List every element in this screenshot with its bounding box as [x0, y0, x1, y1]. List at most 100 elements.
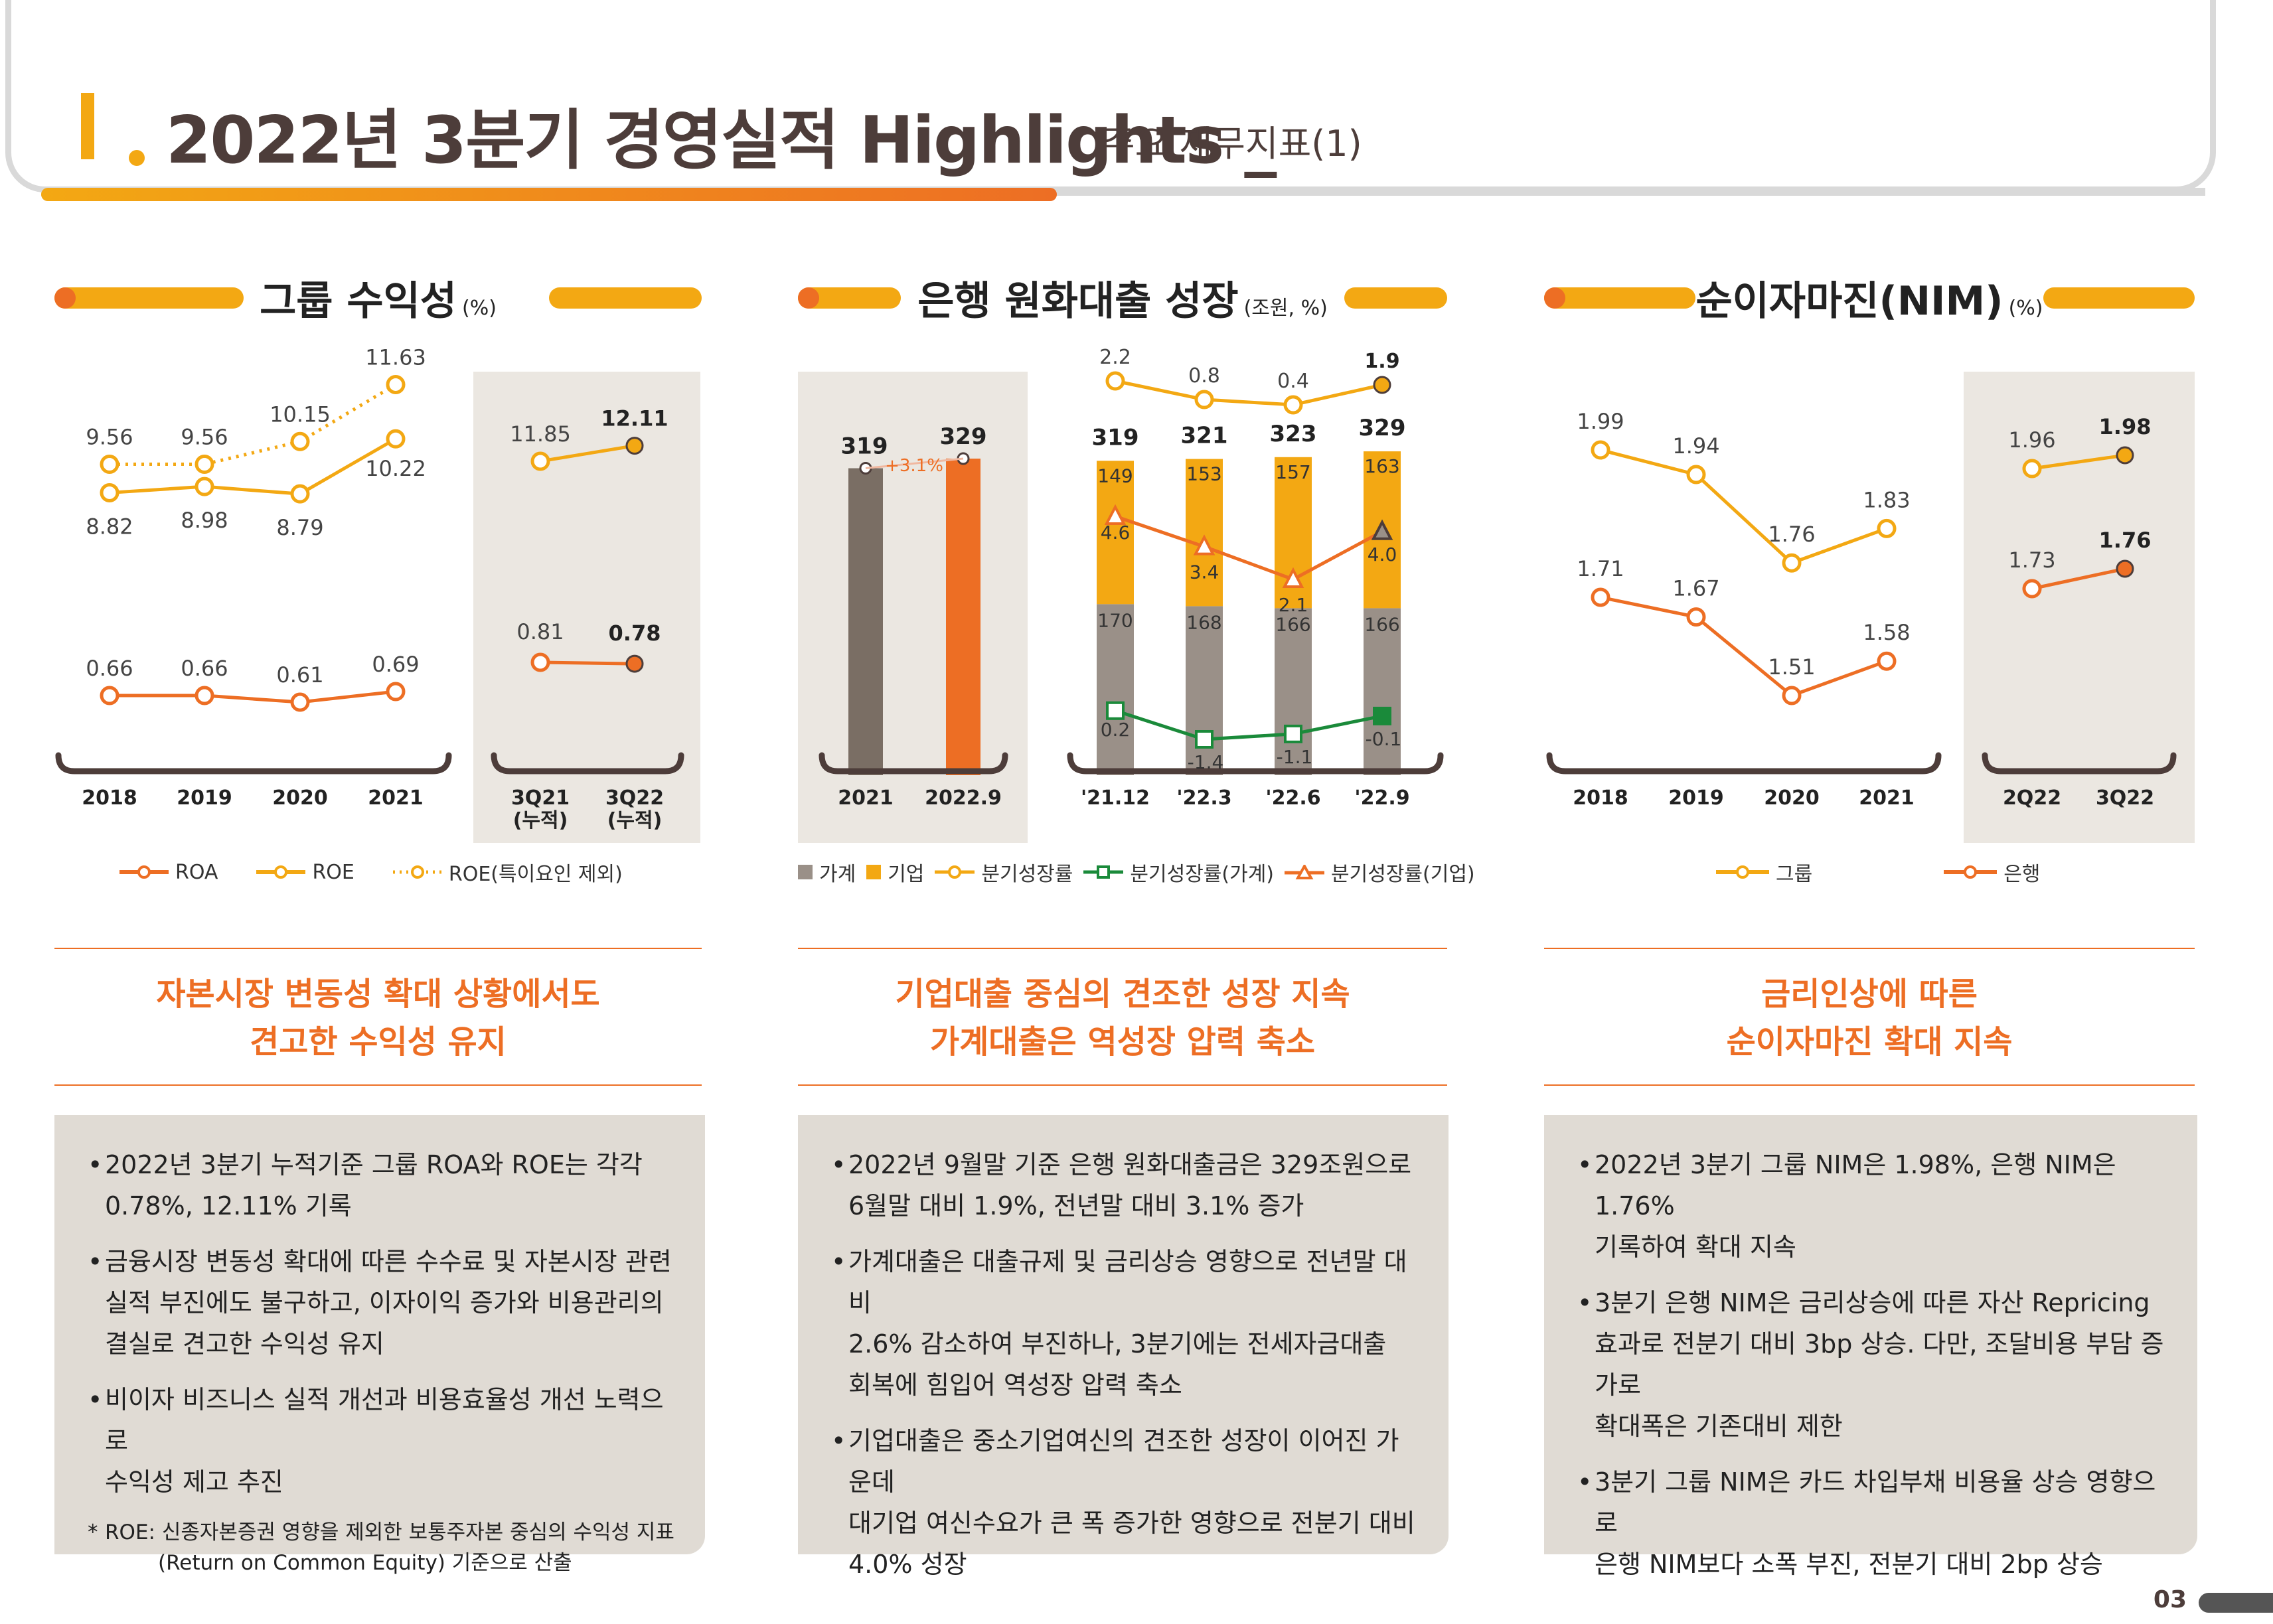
bank-nim-label: 1.71: [1577, 556, 1624, 581]
group-nim-point: [1877, 518, 1897, 538]
x-tick-label: '21.12: [1081, 786, 1150, 810]
household-bar: [1275, 608, 1312, 775]
axis-bracket-quarterly: [1067, 752, 1444, 775]
corporate-bar: [1097, 461, 1134, 605]
tagline-line: 견고한 수익성 유지: [250, 1023, 507, 1061]
bullet-item: 비이자 비즈니스 실적 개선과 비용효율성 개선 노력으로 수익성 제고 추진: [88, 1379, 678, 1503]
roa-label: 0.66: [181, 656, 228, 681]
legend-item-roa: ROA: [119, 861, 218, 884]
axis-bracket-recent: [1982, 752, 2177, 775]
roe-point-recent: [625, 437, 644, 455]
corporate-bar-label: 149: [1097, 465, 1133, 486]
x-tick-label-recent: 3Q22: [2096, 786, 2154, 810]
growth-point: [1105, 371, 1125, 391]
roa-point-recent: [530, 652, 550, 672]
group-nim-label: 1.83: [1863, 487, 1910, 512]
legend-roa-swatch: [119, 865, 169, 879]
bank-nim-point-recent: [2022, 579, 2042, 599]
group-nim-point: [1782, 553, 1802, 573]
growth-household-point: [1373, 706, 1391, 725]
roe-point: [195, 477, 214, 496]
roe-adjusted-point: [290, 431, 310, 451]
bank-nim-label: 1.58: [1863, 620, 1910, 645]
x-tick-label: 2021: [1859, 786, 1915, 810]
tagline-rule-top: [798, 948, 1447, 949]
group-nim-point: [1686, 465, 1706, 484]
legend-profitability: ROA ROE ROE(특이요인 제외): [119, 857, 623, 887]
roa-point: [100, 686, 119, 705]
page-subtitle: 주요 재무지표(1): [1102, 123, 1362, 165]
x-tick-label: 2021: [838, 786, 894, 810]
section-unit: (%): [2008, 297, 2043, 320]
roe-label: 8.79: [276, 515, 323, 540]
footnote: * ROE: 신종자본증권 영향을 제외한 보통주자본 중심의 수익성 지표 (…: [88, 1520, 674, 1575]
roe-label: 10.22: [365, 456, 426, 481]
growth-household-point: [1284, 724, 1302, 743]
roe-point: [290, 484, 310, 504]
section-unit: (%): [461, 297, 497, 320]
roe-adjusted-label: 10.15: [270, 402, 331, 427]
annual-bar-label: 329: [940, 423, 987, 450]
legend-item-growth: 분기성장률: [935, 857, 1073, 887]
legend-label: ROE: [312, 860, 354, 884]
total-label: 329: [1359, 415, 1406, 441]
legend-loans: 가계 기업 분기성장률 분기성장률(가계) 분기성장률(기업): [798, 857, 1475, 887]
bank-nim-point: [1877, 651, 1897, 671]
corporate-bar: [1186, 459, 1223, 607]
group-nim-label: 1.99: [1577, 409, 1624, 434]
tagline-loans: 기업대출 중심의 견조한 성장 지속 가계대출은 역성장 압력 축소: [798, 970, 1447, 1066]
page-number-bar: [2199, 1593, 2273, 1613]
axis-bracket: [1546, 752, 1942, 775]
tagline-rule-bottom: [798, 1084, 1447, 1086]
legend-label: 분기성장률: [981, 863, 1073, 886]
roa-point-recent: [625, 654, 644, 673]
axis-bracket: [55, 752, 452, 775]
chart-panel-loans-annual: [798, 372, 1028, 843]
title-accent-dot: [129, 150, 145, 166]
page-number: 03: [2153, 1586, 2187, 1613]
roe-line-recent: [540, 444, 635, 463]
growth-corporate-line: [1115, 514, 1383, 581]
axis-bracket-annual: [819, 752, 1008, 775]
legend-growth-household-swatch: [1083, 865, 1124, 879]
x-tick-label: '22.9: [1354, 786, 1409, 810]
roa-label-recent: 0.81: [516, 619, 564, 644]
legend-item-bank: 은행: [1944, 857, 2040, 887]
page-title: 2022년 3분기 경영실적 Highlights _: [166, 103, 1277, 179]
roa-line-recent: [540, 660, 635, 666]
title-accent-bar: [81, 93, 94, 159]
legend-growth-corporate-swatch: [1285, 865, 1325, 879]
growth-corporate-label: 4.0: [1368, 544, 1397, 565]
roe-label: 8.82: [86, 514, 133, 539]
bullet-item: 가계대출은 대출규제 및 금리상승 영향으로 전년말 대비 2.6% 감소하여 …: [831, 1241, 1422, 1406]
roe-adjusted-label: 9.56: [181, 425, 228, 450]
legend-label: ROA: [175, 860, 218, 884]
text-panel-loans: 2022년 9월말 기준 은행 원화대출금은 329조원으로 6월말 대비 1.…: [798, 1115, 1449, 1579]
roa-point: [195, 686, 214, 705]
bank-nim-label-recent: 1.73: [2008, 548, 2055, 573]
legend-item-roe-adjusted: ROE(특이요인 제외): [392, 857, 623, 887]
bank-nim-label: 1.51: [1768, 654, 1815, 680]
growth-point: [1373, 376, 1391, 394]
legend-bank-swatch: [1944, 865, 1998, 879]
legend-nim: 그룹 은행: [1716, 857, 2040, 887]
tagline-line: 기업대출 중심의 견조한 성장 지속: [895, 976, 1350, 1013]
legend-label: 기업: [888, 863, 925, 886]
legend-label: 그룹: [1776, 863, 1813, 886]
roa-label: 0.66: [86, 656, 133, 681]
growth-household-label: -0.1: [1366, 728, 1402, 750]
growth-point: [1283, 395, 1303, 415]
growth-household-point: [1106, 701, 1125, 720]
legend-label: 분기성장률(가계): [1130, 863, 1275, 886]
x-tick-label: 2021: [368, 786, 424, 810]
x-tick-label: 2022.9: [925, 786, 1002, 810]
legend-roe-swatch: [256, 865, 306, 879]
legend-group-swatch: [1716, 865, 1769, 879]
growth-corporate-point: [1193, 534, 1215, 555]
bullet-item: 기업대출은 중소기업여신의 견조한 성장이 이어진 가운데 대기업 여신수요가 …: [831, 1420, 1422, 1585]
bullet-item: 3분기 은행 NIM은 금리상승에 따른 자산 Repricing 효과로 전분…: [1577, 1282, 2171, 1447]
bank-nim-line-recent: [2031, 567, 2126, 591]
roe-point: [100, 482, 119, 502]
growth-corporate-point: [1371, 519, 1393, 540]
group-nim-line: [1600, 448, 1887, 565]
